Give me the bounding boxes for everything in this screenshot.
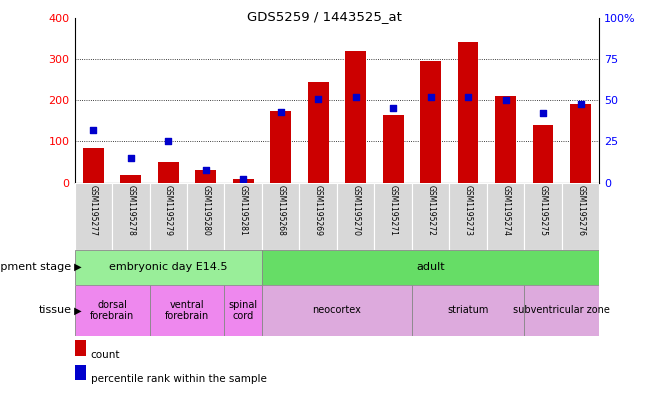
- Text: ▶: ▶: [71, 262, 82, 272]
- Text: GSM1195281: GSM1195281: [238, 185, 248, 235]
- Text: development stage: development stage: [0, 262, 71, 272]
- Bar: [524, 183, 562, 250]
- Point: [538, 110, 548, 117]
- Bar: [570, 104, 591, 183]
- Point: [500, 97, 511, 103]
- Text: striatum: striatum: [448, 305, 489, 316]
- Bar: [495, 96, 516, 183]
- Bar: [150, 285, 224, 336]
- Text: count: count: [91, 350, 121, 360]
- Bar: [412, 285, 524, 336]
- Point: [313, 95, 323, 102]
- Text: GSM1195271: GSM1195271: [389, 185, 398, 236]
- Bar: [308, 82, 329, 183]
- Text: GSM1195279: GSM1195279: [164, 185, 173, 236]
- Bar: [533, 125, 553, 183]
- Text: GSM1195277: GSM1195277: [89, 185, 98, 236]
- Bar: [412, 183, 450, 250]
- Bar: [262, 250, 599, 285]
- Point: [575, 100, 586, 107]
- Text: ▶: ▶: [71, 305, 82, 316]
- Bar: [83, 148, 104, 183]
- Bar: [450, 183, 487, 250]
- Text: GSM1195280: GSM1195280: [202, 185, 210, 236]
- Text: dorsal
forebrain: dorsal forebrain: [90, 300, 134, 321]
- Bar: [158, 162, 179, 183]
- Text: GSM1195274: GSM1195274: [501, 185, 510, 236]
- Text: GSM1195273: GSM1195273: [464, 185, 472, 236]
- Bar: [562, 183, 599, 250]
- Text: GSM1195272: GSM1195272: [426, 185, 435, 236]
- Text: embryonic day E14.5: embryonic day E14.5: [109, 262, 227, 272]
- Bar: [75, 183, 112, 250]
- Text: GDS5259 / 1443525_at: GDS5259 / 1443525_at: [246, 10, 402, 23]
- Bar: [150, 183, 187, 250]
- Point: [238, 176, 248, 183]
- Text: adult: adult: [417, 262, 445, 272]
- Text: GSM1195268: GSM1195268: [276, 185, 285, 236]
- Text: GSM1195275: GSM1195275: [538, 185, 548, 236]
- Text: percentile rank within the sample: percentile rank within the sample: [91, 373, 266, 384]
- Bar: [262, 285, 412, 336]
- Point: [351, 94, 361, 100]
- Bar: [224, 183, 262, 250]
- Bar: [112, 183, 150, 250]
- Bar: [75, 250, 262, 285]
- Bar: [345, 51, 366, 183]
- Text: tissue: tissue: [38, 305, 71, 316]
- Bar: [383, 115, 404, 183]
- Bar: [224, 285, 262, 336]
- Bar: [196, 170, 216, 183]
- Bar: [487, 183, 524, 250]
- Bar: [421, 61, 441, 183]
- Text: GSM1195269: GSM1195269: [314, 185, 323, 236]
- Text: GSM1195276: GSM1195276: [576, 185, 585, 236]
- Bar: [121, 175, 141, 183]
- Text: GSM1195278: GSM1195278: [126, 185, 135, 236]
- Bar: [75, 285, 150, 336]
- Text: spinal
cord: spinal cord: [229, 300, 258, 321]
- Bar: [337, 183, 375, 250]
- Bar: [299, 183, 337, 250]
- Point: [388, 105, 399, 112]
- Point: [426, 94, 436, 100]
- Point: [275, 108, 286, 115]
- Bar: [375, 183, 412, 250]
- Text: ventral
forebrain: ventral forebrain: [165, 300, 209, 321]
- Bar: [458, 42, 478, 183]
- Text: neocortex: neocortex: [312, 305, 362, 316]
- Point: [463, 94, 473, 100]
- Text: subventricular zone: subventricular zone: [513, 305, 610, 316]
- Bar: [233, 178, 253, 183]
- Point: [88, 127, 98, 133]
- Bar: [524, 285, 599, 336]
- Point: [163, 138, 174, 145]
- Point: [201, 166, 211, 173]
- Point: [126, 155, 136, 161]
- Bar: [187, 183, 224, 250]
- Bar: [270, 110, 291, 183]
- Bar: [262, 183, 299, 250]
- Text: GSM1195270: GSM1195270: [351, 185, 360, 236]
